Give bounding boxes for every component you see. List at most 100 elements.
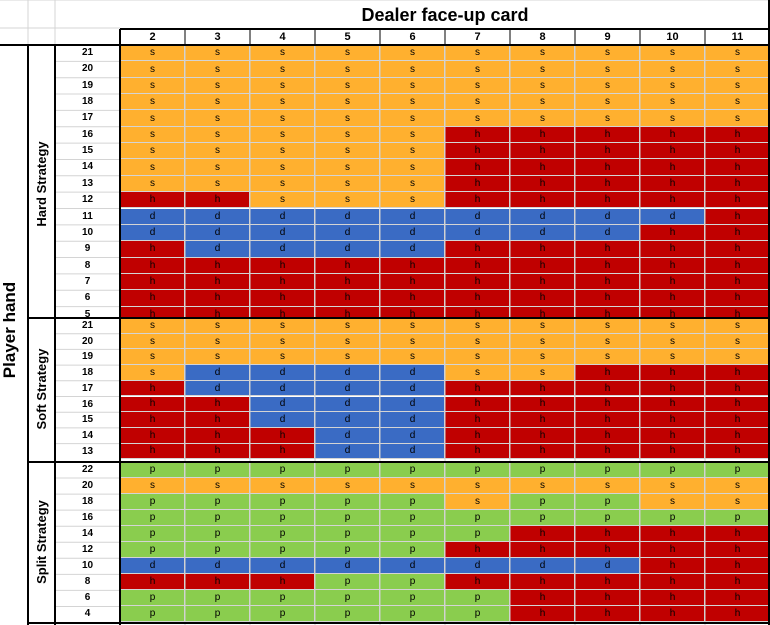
strategy-cell: h [705, 427, 770, 444]
strategy-action: h [474, 398, 481, 410]
strategy-cell: h [705, 558, 770, 575]
strategy-action: p [409, 544, 416, 556]
strategy-action: s [280, 112, 285, 124]
strategy-cell: d [315, 427, 380, 444]
strategy-cell: h [185, 574, 250, 591]
strategy-action: d [409, 227, 416, 239]
strategy-cell: d [315, 224, 380, 242]
strategy-action: h [734, 292, 741, 304]
strategy-action: h [149, 429, 156, 441]
strategy-cell: p [185, 606, 250, 623]
strategy-action: h [669, 128, 676, 140]
strategy-action: h [734, 560, 741, 572]
strategy-cell: h [445, 574, 510, 591]
strategy-action: s [280, 161, 285, 173]
dealer-card-header: 2 [149, 31, 156, 43]
section-label: Split Strategy [33, 500, 49, 585]
strategy-action: p [344, 464, 351, 476]
strategy-cell: h [705, 526, 770, 543]
strategy-action: s [150, 351, 155, 363]
strategy-action: p [344, 528, 351, 540]
strategy-action: s [150, 112, 155, 124]
strategy-action: s [540, 79, 545, 91]
strategy-cell: d [250, 208, 315, 225]
player-hand-value: 12 [81, 194, 94, 206]
strategy-action: s [475, 47, 480, 59]
strategy-action: d [409, 429, 416, 441]
strategy-cell: s [640, 45, 705, 62]
strategy-action: h [474, 382, 481, 394]
strategy-action: h [604, 292, 611, 304]
strategy-cell: h [380, 290, 445, 307]
strategy-action: h [604, 528, 611, 540]
strategy-action: h [214, 414, 221, 426]
strategy-action: h [149, 259, 156, 271]
player-hand-value: 5 [84, 308, 91, 320]
strategy-cell: h [185, 273, 250, 291]
strategy-action: d [279, 398, 286, 410]
strategy-cell: s [250, 94, 315, 111]
strategy-cell: h [445, 542, 510, 559]
strategy-action: h [669, 308, 676, 320]
strategy-cell: p [575, 494, 640, 511]
strategy-action: d [539, 560, 546, 572]
strategy-action: h [734, 243, 741, 255]
strategy-action: s [410, 79, 415, 91]
strategy-cell: p [510, 510, 575, 527]
strategy-action: s [605, 480, 610, 492]
strategy-cell: s [185, 333, 250, 350]
dealer-card-header: 4 [279, 31, 286, 43]
strategy-cell: d [250, 241, 315, 258]
strategy-action: h [149, 276, 156, 288]
strategy-action: p [409, 464, 416, 476]
strategy-cell: h [445, 443, 510, 460]
strategy-cell: h [640, 175, 705, 193]
strategy-action: s [345, 112, 350, 124]
strategy-action: h [734, 429, 741, 441]
strategy-cell: p [380, 574, 445, 591]
strategy-action: d [279, 227, 286, 239]
strategy-cell: h [640, 443, 705, 460]
strategy-cell: p [315, 590, 380, 607]
player-hand-value: 19 [81, 79, 94, 91]
strategy-cell: s [250, 143, 315, 160]
strategy-action: s [215, 480, 220, 492]
strategy-action: s [215, 63, 220, 75]
strategy-cell: h [705, 257, 770, 274]
strategy-action: p [409, 576, 416, 588]
strategy-cell: s [575, 61, 640, 78]
strategy-action: s [150, 161, 155, 173]
strategy-action: h [734, 414, 741, 426]
strategy-cell: d [380, 224, 445, 242]
strategy-cell: h [315, 273, 380, 291]
strategy-action: h [734, 528, 741, 540]
strategy-action: h [539, 259, 546, 271]
strategy-action: s [345, 351, 350, 363]
strategy-cell: d [185, 380, 250, 397]
strategy-action: h [474, 145, 481, 157]
strategy-action: p [734, 464, 741, 476]
strategy-action: p [344, 512, 351, 524]
strategy-action: s [475, 319, 480, 331]
dealer-card-title: Dealer face-up card [361, 5, 529, 25]
player-hand-value: 11 [82, 210, 93, 222]
strategy-cell: s [120, 478, 185, 495]
dealer-card-header: 11 [731, 31, 744, 43]
strategy-action: h [474, 128, 481, 140]
strategy-cell: h [640, 380, 705, 397]
strategy-action: p [279, 528, 286, 540]
strategy-action: d [669, 210, 676, 222]
strategy-cell: h [705, 192, 770, 209]
strategy-cell: h [250, 574, 315, 591]
strategy-action: s [605, 112, 610, 124]
strategy-cell: d [315, 396, 380, 413]
strategy-action: s [475, 351, 480, 363]
strategy-action: h [539, 592, 546, 604]
player-hand-value: 21 [81, 320, 94, 331]
strategy-action: p [734, 512, 741, 524]
strategy-cell: s [575, 318, 640, 334]
strategy-cell: p [575, 510, 640, 527]
player-hand-value: 15 [81, 145, 94, 157]
strategy-action: h [604, 194, 611, 206]
strategy-cell: s [120, 126, 185, 144]
